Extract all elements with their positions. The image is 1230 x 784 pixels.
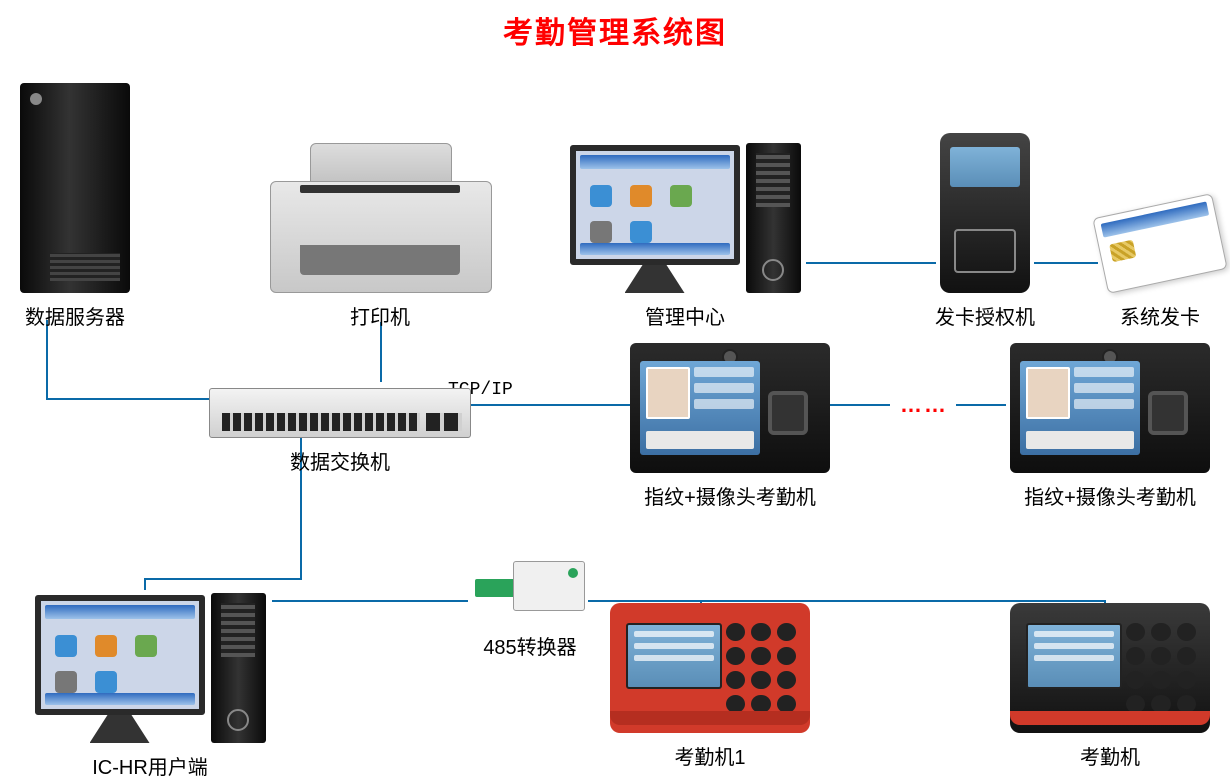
node-att2-label: 考勤机: [1080, 741, 1140, 770]
diagram-canvas: 考勤管理系统图 TCP/IP …… 数据服务器 打印机: [0, 0, 1230, 784]
node-conv485-label: 485转换器: [483, 631, 576, 660]
node-switch-label: 数据交换机: [290, 446, 390, 475]
node-server-label: 数据服务器: [25, 301, 125, 330]
node-client: IC-HR用户端: [20, 560, 280, 780]
node-card: 系统发卡: [1090, 175, 1230, 330]
fp-terminal-icon: [1010, 343, 1210, 473]
edge-server-switch-h: [46, 398, 210, 400]
pc-icon: [570, 143, 801, 293]
edge-server-switch-v: [46, 320, 48, 400]
edge-mgmt-issuer: [806, 262, 936, 264]
node-issuer: 发卡授权机: [930, 130, 1040, 330]
printer-icon: [270, 123, 490, 293]
node-printer-label: 打印机: [350, 301, 410, 330]
node-att2: 考勤机: [1000, 595, 1220, 770]
node-server: 数据服务器: [10, 80, 140, 330]
node-mgmt-label: 管理中心: [645, 301, 725, 330]
node-conv485: 485转换器: [460, 545, 600, 660]
edge-ellipsis-fp2: [956, 404, 1006, 406]
node-mgmt: 管理中心: [560, 110, 810, 330]
node-att1: 考勤机1: [600, 595, 820, 770]
edge-ellipsis: ……: [900, 392, 948, 418]
edge-client-conv485: [272, 600, 468, 602]
edge-issuer-card: [1034, 262, 1098, 264]
diagram-title: 考勤管理系统图: [0, 8, 1230, 52]
edge-printer-switch: [380, 322, 382, 382]
ic-card-icon: [1099, 193, 1221, 293]
node-issuer-label: 发卡授权机: [935, 301, 1035, 330]
card-issuer-icon: [940, 133, 1030, 293]
node-fp1-label: 指纹+摄像头考勤机: [644, 481, 816, 510]
pc-icon: [35, 593, 266, 743]
conv485-icon: [475, 553, 585, 623]
edge-switch-fp1: [470, 404, 630, 406]
node-card-label: 系统发卡: [1120, 301, 1200, 330]
node-att1-label: 考勤机1: [674, 741, 745, 770]
node-fp2-label: 指纹+摄像头考勤机: [1024, 481, 1196, 510]
node-printer: 打印机: [260, 110, 500, 330]
switch-icon: [209, 388, 471, 438]
node-fp2: 指纹+摄像头考勤机: [1000, 340, 1220, 510]
attendance-terminal-icon: [610, 603, 810, 733]
server-icon: [20, 83, 130, 293]
attendance-terminal-icon: [1010, 603, 1210, 733]
node-switch: 数据交换机: [200, 375, 480, 475]
node-fp1: 指纹+摄像头考勤机: [620, 340, 840, 510]
node-client-label: IC-HR用户端: [92, 751, 208, 780]
fp-terminal-icon: [630, 343, 830, 473]
